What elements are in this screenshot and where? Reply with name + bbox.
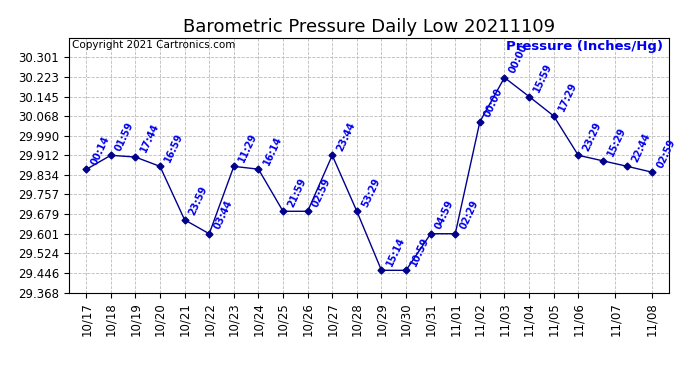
- Text: 15:14: 15:14: [384, 235, 406, 267]
- Text: 53:29: 53:29: [359, 176, 382, 209]
- Text: Pressure (Inches/Hg): Pressure (Inches/Hg): [506, 40, 663, 53]
- Text: 17:44: 17:44: [138, 122, 160, 154]
- Text: 22:44: 22:44: [630, 131, 653, 164]
- Text: 23:44: 23:44: [335, 120, 357, 153]
- Text: 23:29: 23:29: [581, 120, 603, 153]
- Text: 03:44: 03:44: [212, 199, 234, 231]
- Text: Copyright 2021 Cartronics.com: Copyright 2021 Cartronics.com: [72, 40, 235, 50]
- Text: 02:29: 02:29: [458, 199, 480, 231]
- Text: 00:00: 00:00: [482, 87, 505, 119]
- Text: 15:29: 15:29: [606, 126, 628, 158]
- Text: 21:59: 21:59: [286, 176, 308, 209]
- Text: 23:59: 23:59: [188, 185, 210, 217]
- Text: 10:59: 10:59: [409, 235, 431, 267]
- Text: 00:00: 00:00: [507, 42, 529, 75]
- Text: 11:29: 11:29: [237, 131, 259, 164]
- Text: 01:59: 01:59: [114, 120, 136, 153]
- Text: 04:59: 04:59: [433, 199, 455, 231]
- Text: 02:59: 02:59: [655, 137, 677, 170]
- Text: 16:59: 16:59: [163, 131, 185, 164]
- Text: 15:59: 15:59: [532, 62, 554, 94]
- Text: 16:14: 16:14: [262, 134, 284, 166]
- Text: 00:14: 00:14: [89, 134, 111, 166]
- Text: 02:59: 02:59: [310, 176, 333, 209]
- Title: Barometric Pressure Daily Low 20211109: Barometric Pressure Daily Low 20211109: [183, 18, 555, 36]
- Text: 17:29: 17:29: [556, 81, 579, 113]
